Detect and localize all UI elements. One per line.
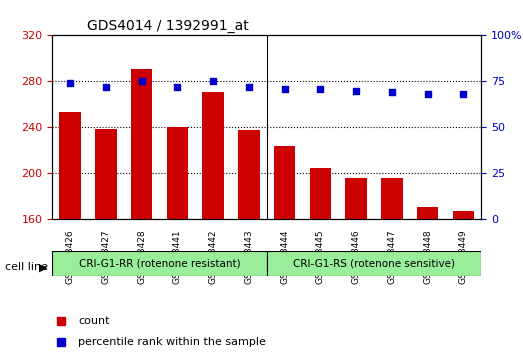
Text: GDS4014 / 1392991_at: GDS4014 / 1392991_at bbox=[87, 19, 248, 33]
Bar bbox=[310, 168, 331, 354]
Point bbox=[352, 88, 360, 93]
FancyBboxPatch shape bbox=[267, 251, 481, 276]
Bar bbox=[131, 69, 152, 354]
Point bbox=[209, 79, 217, 84]
Bar bbox=[345, 178, 367, 354]
Bar bbox=[274, 146, 295, 354]
Point bbox=[388, 90, 396, 95]
Point bbox=[245, 84, 253, 90]
Text: ▶: ▶ bbox=[39, 262, 48, 272]
Bar bbox=[452, 211, 474, 354]
Text: count: count bbox=[78, 316, 109, 326]
Point bbox=[66, 80, 74, 86]
Point bbox=[280, 86, 289, 92]
Bar bbox=[202, 92, 224, 354]
Point bbox=[101, 84, 110, 90]
Point bbox=[316, 86, 324, 92]
Bar bbox=[238, 130, 259, 354]
Text: CRI-G1-RR (rotenone resistant): CRI-G1-RR (rotenone resistant) bbox=[78, 259, 241, 269]
Bar bbox=[60, 113, 81, 354]
Text: cell line: cell line bbox=[5, 262, 48, 272]
Bar bbox=[417, 207, 438, 354]
Point bbox=[459, 91, 468, 97]
FancyBboxPatch shape bbox=[52, 251, 267, 276]
Bar bbox=[381, 178, 403, 354]
Text: percentile rank within the sample: percentile rank within the sample bbox=[78, 337, 266, 347]
Text: CRI-G1-RS (rotenone sensitive): CRI-G1-RS (rotenone sensitive) bbox=[293, 259, 455, 269]
Point bbox=[138, 79, 146, 84]
Bar bbox=[95, 129, 117, 354]
Bar bbox=[167, 127, 188, 354]
Point bbox=[173, 84, 181, 90]
Point bbox=[423, 91, 431, 97]
